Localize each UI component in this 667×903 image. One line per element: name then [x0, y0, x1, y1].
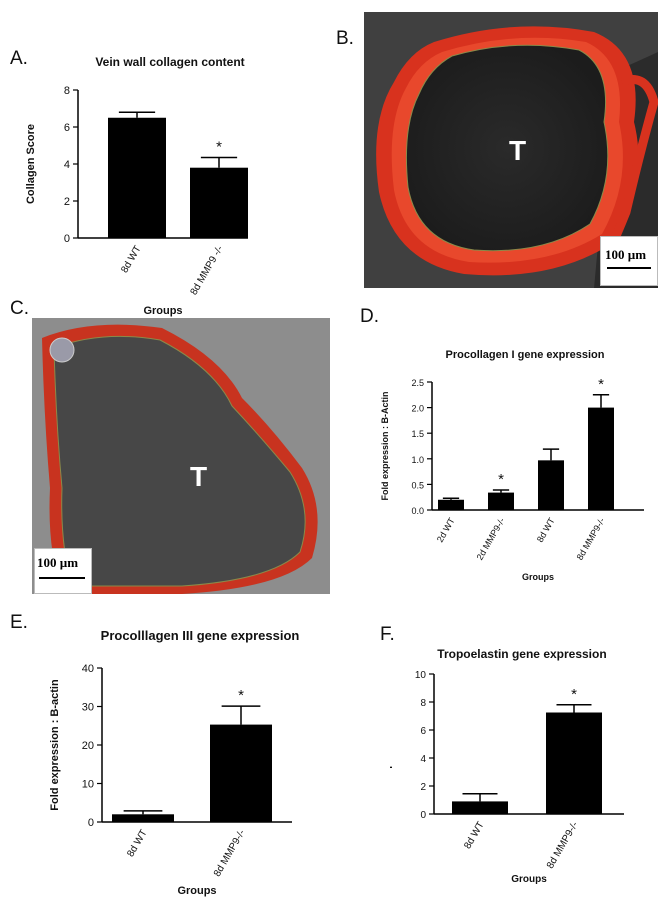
chart-a: Vein wall collagen content 0 2 4 6 8 Collagen … [25, 55, 248, 317]
panel-label-f: F. [380, 624, 395, 645]
y-tick-label: 2.5 [411, 378, 424, 388]
micrograph-b-scale-label: 100 µm [605, 247, 647, 262]
x-axis-label: Groups [511, 874, 547, 885]
y-tick-label: 20 [82, 740, 94, 752]
significance-marker: * [598, 376, 604, 393]
bar [210, 724, 272, 822]
bar [546, 712, 602, 814]
x-tick-label: 8d WT [125, 828, 149, 859]
y-axis-label: Fold expression : B-actin [49, 679, 61, 811]
y-tick-label: 4 [64, 159, 70, 171]
x-axis-label: Groups [177, 885, 216, 897]
bar [452, 801, 508, 814]
y-tick-label: 30 [82, 702, 94, 714]
y-tick-label: 8 [420, 698, 426, 709]
chart-title: Vein wall collagen content [95, 55, 244, 69]
y-tick-label: 0.5 [411, 480, 424, 490]
x-tick-label: 8d WT [535, 516, 557, 544]
significance-marker: * [216, 139, 222, 156]
micrograph-c-image: T [32, 318, 330, 594]
y-tick-label: 40 [82, 663, 94, 675]
x-tick-label: 8d MMP9-/- [212, 828, 248, 879]
y-tick-label: 0 [88, 817, 94, 829]
chart-title: Tropoelastin gene expression [437, 647, 606, 661]
x-tick-label: 8d WT [462, 820, 486, 851]
x-tick-label: 8d MMP9 -/- [189, 244, 226, 297]
micrograph-c-scale-bar: 100 µm [34, 548, 92, 594]
x-axis-label: Groups [522, 572, 554, 582]
significance-marker: * [571, 686, 577, 703]
panel-label-b: B. [336, 28, 354, 49]
y-tick-label: 6 [64, 122, 70, 134]
bar [588, 407, 614, 510]
bar [538, 460, 564, 510]
panel-label-c: C. [10, 298, 29, 319]
significance-marker: * [238, 687, 244, 704]
chart-title: Procollagen I gene expression [446, 349, 605, 361]
chart-e: Procolllagen III gene expression 0 10 20 30 4… [49, 628, 300, 897]
chart-d: Procollagen I gene expression 0.0 0.5 1.0 1.… [380, 349, 644, 582]
y-tick-label: 6 [420, 726, 426, 737]
chart-f: Tropoelastin gene expression 0 2 4 6 8 10 Fold … [390, 647, 624, 885]
y-axis-label: Fold expression : B-actin [390, 684, 393, 803]
y-tick-label: 4 [420, 754, 426, 765]
y-tick-label: 2 [420, 782, 426, 793]
bar [190, 167, 248, 238]
y-tick-label: 10 [415, 670, 427, 681]
x-tick-label: 2d MMP9-/- [475, 516, 507, 562]
chart-title: Procolllagen III gene expression [101, 628, 300, 643]
micrograph-c-center-label: T [190, 461, 207, 492]
y-tick-label: 0 [420, 810, 426, 821]
y-axis-label: Fold expression : B-Actin [380, 391, 390, 500]
x-tick-label: 2d WT [435, 516, 457, 544]
micrograph-b-center-label: T [509, 135, 526, 166]
x-tick-label: 8d MMP9-/- [545, 820, 581, 871]
bar [108, 117, 166, 238]
bar [112, 814, 174, 822]
micrograph-b-scale-bar: 100 µm [600, 236, 658, 286]
y-tick-label: 8 [64, 85, 70, 97]
y-tick-label: 1.5 [411, 429, 424, 439]
bar [488, 492, 514, 510]
y-tick-label: 0.0 [411, 506, 424, 516]
micrograph-c-scale-label: 100 µm [37, 555, 79, 570]
panel-label-e: E. [10, 612, 28, 633]
panel-label-a: A. [10, 48, 28, 69]
y-tick-label: 0 [64, 233, 70, 245]
x-axis-label: Groups [143, 305, 182, 317]
micrograph-b-image: T [364, 12, 658, 288]
y-axis-label: Collagen Score [25, 124, 37, 204]
y-tick-label: 2.0 [411, 404, 424, 414]
panel-label-d: D. [360, 306, 379, 327]
y-tick-label: 2 [64, 196, 70, 208]
micrograph-c: T 100 µm [32, 318, 330, 594]
x-tick-label: 8d WT [119, 244, 143, 275]
micrograph-b: T 100 µm [364, 12, 658, 288]
bar [438, 499, 464, 510]
y-tick-label: 10 [82, 779, 94, 791]
y-tick-label: 1.0 [411, 455, 424, 465]
significance-marker: * [498, 471, 504, 488]
x-tick-label: 8d MMP9-/- [575, 516, 607, 562]
